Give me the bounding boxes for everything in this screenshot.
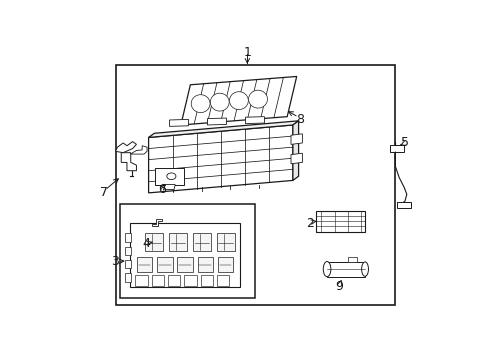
- Polygon shape: [291, 134, 302, 144]
- Polygon shape: [131, 146, 147, 154]
- Bar: [151, 275, 164, 286]
- Bar: [327, 262, 365, 277]
- Text: 7: 7: [100, 186, 108, 199]
- Bar: [169, 233, 187, 251]
- Polygon shape: [207, 118, 226, 125]
- Bar: [391, 145, 404, 152]
- Text: 6: 6: [158, 183, 166, 196]
- Bar: [218, 257, 233, 272]
- Bar: [193, 233, 211, 251]
- Text: 2: 2: [306, 217, 314, 230]
- Bar: [316, 211, 365, 232]
- Polygon shape: [291, 153, 302, 164]
- Bar: [120, 204, 255, 298]
- Text: 4: 4: [143, 237, 150, 250]
- Bar: [177, 257, 193, 272]
- Bar: [168, 275, 180, 286]
- Bar: [348, 257, 358, 262]
- Text: 3: 3: [111, 255, 119, 268]
- Ellipse shape: [362, 262, 368, 276]
- Bar: [135, 275, 148, 286]
- Polygon shape: [293, 121, 298, 180]
- Polygon shape: [164, 185, 175, 190]
- Bar: [157, 257, 172, 272]
- Polygon shape: [170, 120, 189, 126]
- Bar: [184, 275, 197, 286]
- Bar: [125, 273, 131, 282]
- Bar: [137, 257, 152, 272]
- Text: 1: 1: [244, 46, 251, 59]
- Bar: [116, 66, 395, 305]
- Polygon shape: [191, 95, 210, 113]
- Polygon shape: [116, 141, 136, 153]
- Text: 9: 9: [335, 280, 343, 293]
- Polygon shape: [181, 76, 297, 125]
- Bar: [397, 202, 411, 208]
- Bar: [217, 233, 235, 251]
- Bar: [145, 233, 163, 251]
- Text: 8: 8: [296, 113, 304, 126]
- Bar: [125, 260, 131, 268]
- Bar: [155, 168, 184, 185]
- Text: 5: 5: [401, 136, 409, 149]
- Polygon shape: [245, 117, 265, 123]
- Polygon shape: [229, 92, 248, 109]
- Polygon shape: [148, 125, 293, 193]
- Polygon shape: [121, 153, 136, 171]
- Bar: [129, 223, 240, 287]
- Polygon shape: [248, 90, 268, 108]
- Circle shape: [167, 173, 176, 180]
- Bar: [217, 275, 229, 286]
- Bar: [200, 275, 213, 286]
- Bar: [125, 247, 131, 255]
- Ellipse shape: [323, 261, 331, 277]
- Polygon shape: [210, 93, 229, 111]
- Bar: [197, 257, 213, 272]
- Polygon shape: [152, 219, 162, 226]
- Polygon shape: [148, 121, 298, 138]
- Bar: [125, 233, 131, 242]
